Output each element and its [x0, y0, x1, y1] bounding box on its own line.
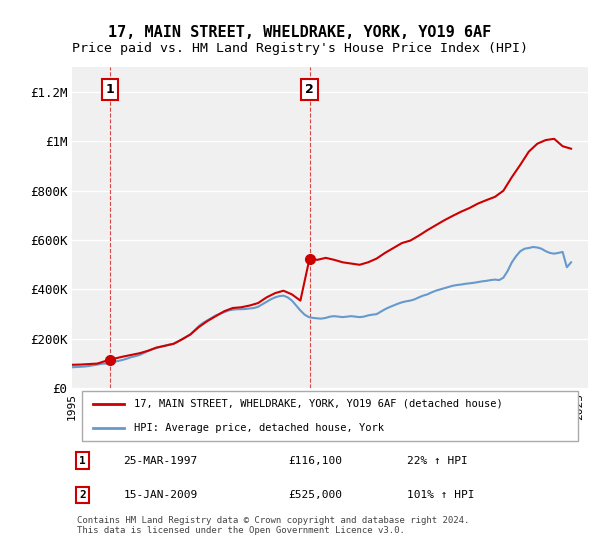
Text: £525,000: £525,000 — [289, 490, 343, 500]
Text: 101% ↑ HPI: 101% ↑ HPI — [407, 490, 475, 500]
Text: 22% ↑ HPI: 22% ↑ HPI — [407, 455, 468, 465]
FancyBboxPatch shape — [82, 391, 578, 441]
Text: 17, MAIN STREET, WHELDRAKE, YORK, YO19 6AF: 17, MAIN STREET, WHELDRAKE, YORK, YO19 6… — [109, 25, 491, 40]
Text: Contains HM Land Registry data © Crown copyright and database right 2024.
This d: Contains HM Land Registry data © Crown c… — [77, 516, 470, 535]
Text: HPI: Average price, detached house, York: HPI: Average price, detached house, York — [134, 423, 384, 433]
Text: 1: 1 — [79, 455, 86, 465]
Text: 2: 2 — [305, 83, 314, 96]
Text: 25-MAR-1997: 25-MAR-1997 — [124, 455, 198, 465]
Text: 17, MAIN STREET, WHELDRAKE, YORK, YO19 6AF (detached house): 17, MAIN STREET, WHELDRAKE, YORK, YO19 6… — [134, 399, 503, 409]
Text: Price paid vs. HM Land Registry's House Price Index (HPI): Price paid vs. HM Land Registry's House … — [72, 42, 528, 55]
Text: £116,100: £116,100 — [289, 455, 343, 465]
Text: 15-JAN-2009: 15-JAN-2009 — [124, 490, 198, 500]
Text: 2: 2 — [79, 490, 86, 500]
Text: 1: 1 — [106, 83, 114, 96]
